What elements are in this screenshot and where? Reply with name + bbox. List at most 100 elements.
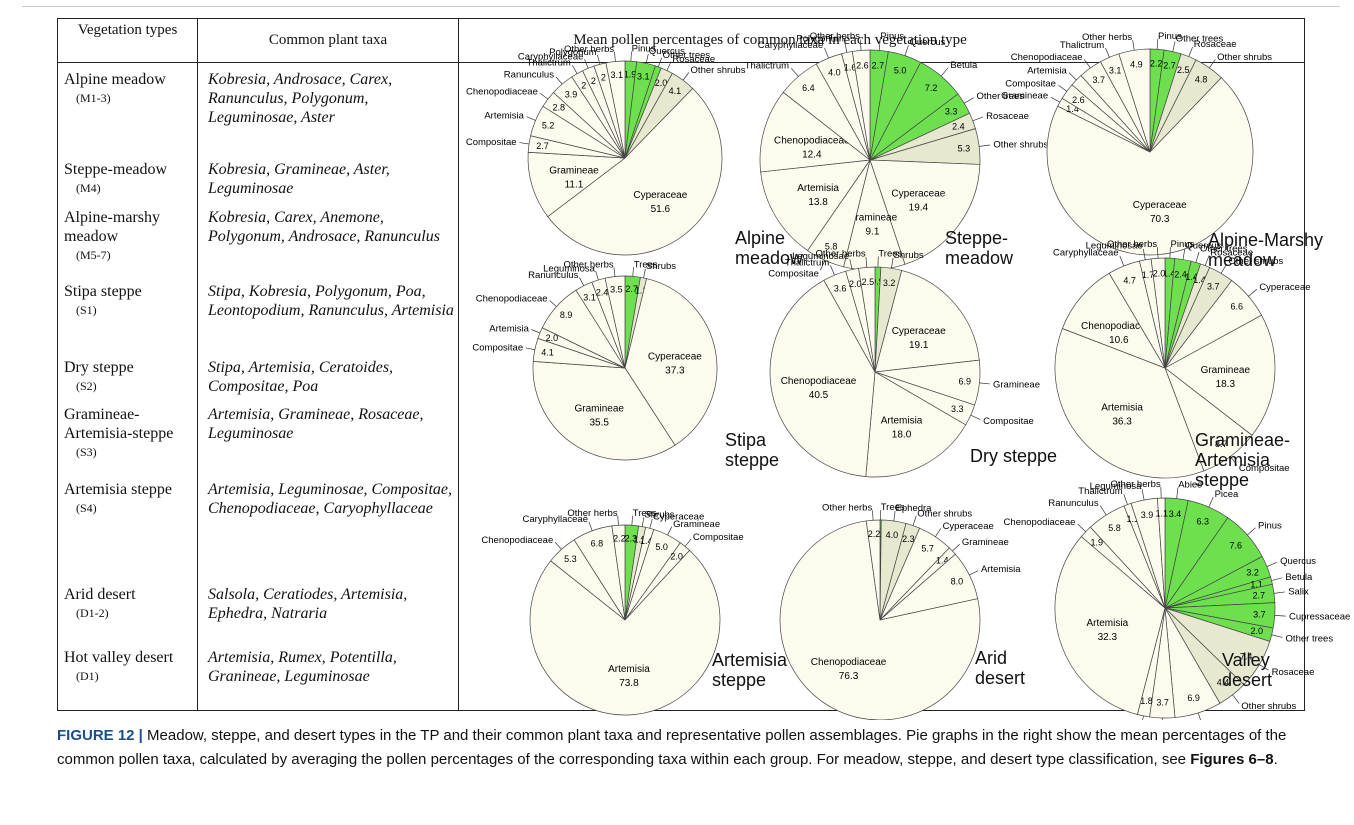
slice-name: Thalictrum	[1060, 40, 1104, 51]
slice-value: 4.9	[1130, 59, 1143, 69]
slice-value: 37.3	[665, 366, 685, 377]
leader-line	[613, 267, 616, 277]
leader-line	[649, 519, 653, 529]
slice-name: Cyperaceae	[891, 188, 945, 199]
slice-name: Compositae	[768, 268, 819, 279]
slice-value: 8.9	[560, 310, 573, 320]
slice-value: 2.7	[1253, 590, 1266, 600]
slice-value: 2.0	[670, 552, 683, 562]
slice-name: Gramineae	[575, 404, 625, 415]
slice-value: 3.7	[1207, 282, 1220, 292]
slice-value: 4.4	[1217, 678, 1230, 688]
vegetation-type: Steppe-meadow	[64, 161, 168, 178]
leader-line	[849, 259, 853, 270]
slice-value: 2.0	[1250, 626, 1263, 636]
slice-name: Gramineae	[848, 212, 898, 223]
leader-line	[571, 65, 578, 74]
slice-name: Other herbs	[1111, 479, 1161, 490]
slice-name: Compositae	[983, 416, 1034, 427]
slice-value: 2.4	[1174, 270, 1187, 280]
slice-name: Ephedra	[896, 503, 933, 514]
leader-line	[554, 542, 562, 550]
type-code: (M5-7)	[76, 248, 111, 262]
slice-name: Thalictrum	[785, 258, 829, 269]
leader-line	[979, 382, 990, 385]
slice-name: Caryphyllaceae	[523, 514, 588, 525]
pie-title: Alpine-Marshy meadow	[1208, 230, 1324, 270]
leader-line	[1220, 263, 1228, 274]
slice-name: Cyperaceae	[892, 326, 946, 337]
slice-value: 2.5	[862, 277, 875, 287]
slice-value: 19.1	[909, 340, 929, 351]
slice-value: 3.1	[637, 72, 650, 82]
slice-value: 76.3	[839, 671, 859, 682]
slice-value: 70.3	[1150, 214, 1170, 225]
pie-title: Arid desert	[975, 648, 1026, 688]
slice-value: 51.6	[651, 204, 671, 215]
slice-value: 1.4	[1193, 275, 1206, 285]
slice-value: 2	[601, 72, 606, 82]
slice-value: 3.1	[611, 70, 624, 80]
table	[57, 18, 1305, 711]
pie-slice	[1054, 536, 1166, 715]
type-cell: Alpine-marshy meadow (M5-7)	[64, 208, 196, 265]
leader-line	[1182, 248, 1186, 260]
slice-name: Quercus	[1185, 240, 1221, 251]
leader-line	[1141, 489, 1145, 501]
leader-line	[531, 329, 541, 334]
slice-name: Ranunculus	[528, 270, 578, 281]
slice-value: 3.7	[1253, 609, 1266, 619]
leader-line	[969, 570, 979, 576]
slice-name: Cyperaceae	[653, 511, 704, 522]
leader-line	[979, 144, 991, 147]
slice-value: 3.9	[1141, 510, 1154, 520]
slice-name: Gramineae	[993, 379, 1040, 390]
slice-value: 12.4	[802, 149, 822, 160]
slice-name: Other herbs	[810, 31, 860, 42]
slice-name: Artemisia	[1101, 403, 1143, 414]
taxa: Artemisia, Gramineae, Rosaceae, Legumino…	[208, 406, 424, 442]
slice-value: 1.9	[624, 70, 637, 80]
slice-name: Artemisia	[981, 564, 1021, 575]
pie-slice	[1157, 497, 1166, 609]
slice-value: 5.8	[1108, 523, 1121, 533]
leader-line	[1156, 247, 1159, 259]
type-code: (M4)	[76, 181, 101, 195]
slice-name: Other shrubs	[1217, 52, 1272, 63]
leader-line	[1208, 496, 1214, 508]
leader-line	[872, 510, 874, 521]
slice-value: 3.6	[834, 284, 847, 294]
taxa: Kobresia, Carex, Anemone, Polygonum, And…	[208, 209, 440, 245]
slice-value: 6.8	[591, 538, 604, 548]
leader-line	[893, 510, 896, 522]
slice-value: 1.1	[1127, 514, 1140, 524]
slice-name: Artemisia	[881, 415, 923, 426]
slice-name: Ranunculus	[504, 70, 554, 81]
slice-name: Compositae	[1005, 78, 1056, 89]
slice-name: Gramineae	[1201, 365, 1251, 376]
leader-line	[1248, 288, 1258, 297]
pie-slice	[1061, 272, 1166, 369]
leader-line	[1204, 255, 1210, 266]
pie-title: Valley desert	[1222, 650, 1273, 690]
slice-name: Abies	[1178, 479, 1202, 490]
vegetation-type: Arid desert	[64, 586, 136, 603]
leader-line	[632, 267, 634, 277]
header-rule	[57, 62, 1305, 63]
slice-value: 1.1	[1250, 579, 1263, 589]
taxa: Stipa, Kobresia, Polygonum, Poa, Leontop…	[208, 283, 454, 319]
pie-slice	[769, 279, 876, 477]
slice-name: Chenopodiaceae	[774, 135, 850, 146]
pie-slice	[759, 91, 871, 173]
leader-line	[790, 67, 799, 77]
slice-name: Compositae	[693, 532, 744, 543]
slice-value: 5.7	[921, 543, 934, 553]
leader-line	[824, 47, 829, 59]
slice-value: 1.9	[1091, 537, 1104, 547]
col-rule	[458, 18, 459, 711]
leader-line	[1068, 72, 1077, 81]
slice-value: 35.5	[590, 418, 610, 429]
caption-ref: Figures 6–8	[1190, 751, 1274, 768]
slice-value: 1.1	[635, 286, 648, 296]
